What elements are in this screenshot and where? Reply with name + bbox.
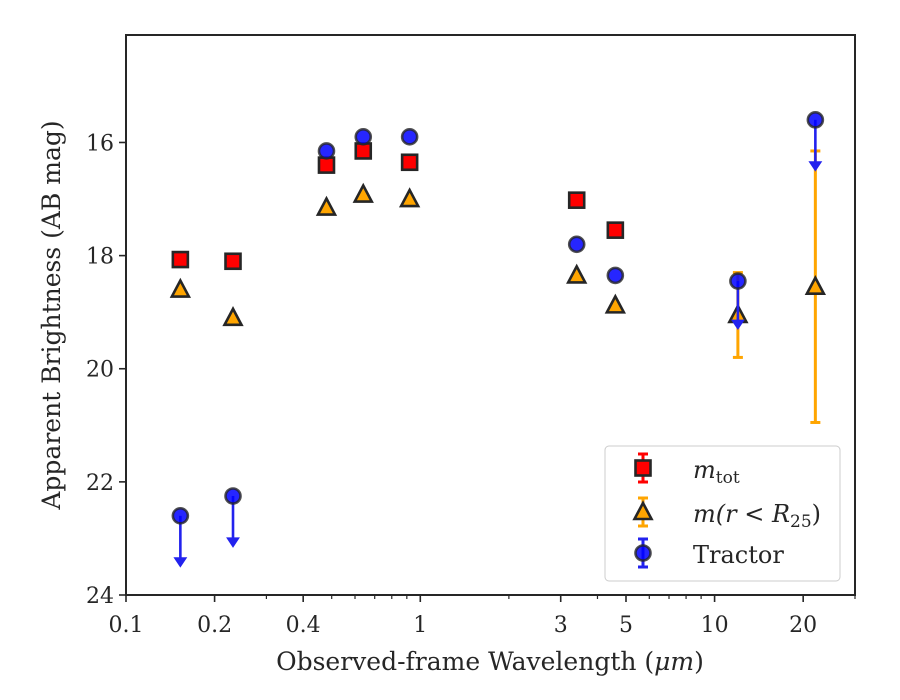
y-tick-label: 16: [86, 131, 114, 156]
point-mtot: [400, 153, 419, 172]
legend-symbol-mtot: [634, 459, 652, 477]
series-mtot: [171, 142, 625, 271]
legend-entry-tractor: Tractor: [634, 537, 784, 569]
plot-frame: [125, 34, 856, 596]
point-mr25: [398, 187, 421, 208]
legend-label-mtot-base: m: [693, 456, 716, 484]
x-tick-label: 5: [619, 613, 633, 638]
point-mtot: [224, 252, 242, 271]
upper-limit-arrow-tractor: [173, 557, 188, 568]
point-tractor: [729, 272, 747, 290]
point-tractor: [354, 128, 373, 146]
x-axis-label-unit: μm: [654, 647, 694, 676]
x-tick-label: 0.4: [286, 613, 321, 638]
point-tractor: [567, 235, 586, 254]
legend-label-mr25-end: ): [812, 500, 821, 528]
x-axis-label-main: Observed-frame Wavelength (: [276, 647, 654, 676]
point-tractor: [400, 128, 419, 146]
y-tick-label: 24: [86, 584, 114, 609]
point-mr25: [352, 182, 374, 203]
point-tractor: [606, 266, 625, 285]
legend-label-mr25-sub: 25: [790, 512, 812, 532]
point-tractor: [171, 507, 190, 525]
x-tick-label: 3: [554, 613, 568, 638]
point-mtot: [567, 191, 586, 209]
point-mtot: [606, 221, 625, 239]
x-tick-label: 20: [789, 613, 817, 638]
point-mr25: [566, 263, 588, 284]
series-tractor: [171, 111, 825, 568]
point-mtot: [317, 156, 336, 174]
x-axis-label-end: ): [694, 647, 704, 676]
upper-limit-arrow-tractor: [730, 319, 745, 331]
legend-entry-mtot: mtot: [634, 452, 740, 488]
legend-label-mtot: mtot: [693, 456, 740, 488]
x-tick-label: 0.1: [109, 613, 144, 638]
upper-limit-arrow-tractor: [226, 537, 240, 548]
point-tractor: [806, 111, 825, 129]
y-tick-label: 20: [86, 358, 114, 383]
y-axis-label: Apparent Brightness (AB mag): [37, 120, 66, 510]
point-tractor: [224, 487, 242, 505]
upper-limit-arrow-tractor: [808, 161, 823, 172]
point-mr25: [315, 195, 338, 216]
legend-label-mr25: m(r < R25): [693, 500, 821, 532]
legend-symbol-mr25: [632, 500, 654, 521]
x-tick-label: 10: [701, 613, 729, 638]
legend-label-tractor: Tractor: [693, 541, 784, 569]
point-mr25: [169, 277, 192, 298]
data-marks: [169, 111, 827, 568]
x-tick-label: 1: [413, 613, 427, 638]
point-mtot: [171, 250, 190, 269]
legend-marker-tractor: [634, 537, 652, 569]
point-mr25: [604, 293, 627, 314]
legend-marker-mtot: [634, 452, 652, 484]
legend-symbol-tractor: [634, 544, 652, 562]
axis-ticks: 0.1 0.2 0.4 1 3 5 10 20 16 18 20 22 24: [86, 131, 856, 638]
y-tick-label: 22: [86, 471, 114, 496]
y-tick-label: 18: [86, 245, 114, 270]
legend: mtot m(r < R25) Tractor: [604, 445, 841, 582]
point-mr25: [222, 306, 244, 327]
x-tick-label: 0.2: [197, 613, 232, 638]
legend-marker-mr25: [632, 496, 654, 528]
legend-entry-mr25: m(r < R25): [632, 496, 821, 532]
legend-label-mr25-base: m(r < R: [693, 500, 790, 528]
point-mr25: [804, 274, 827, 296]
point-tractor: [317, 142, 336, 160]
series-mr25: [169, 149, 827, 424]
legend-frame: [604, 445, 841, 582]
point-mtot: [354, 142, 373, 160]
x-axis-label: Observed-frame Wavelength (μm): [276, 647, 704, 676]
legend-label-mtot-sub: tot: [716, 468, 740, 488]
